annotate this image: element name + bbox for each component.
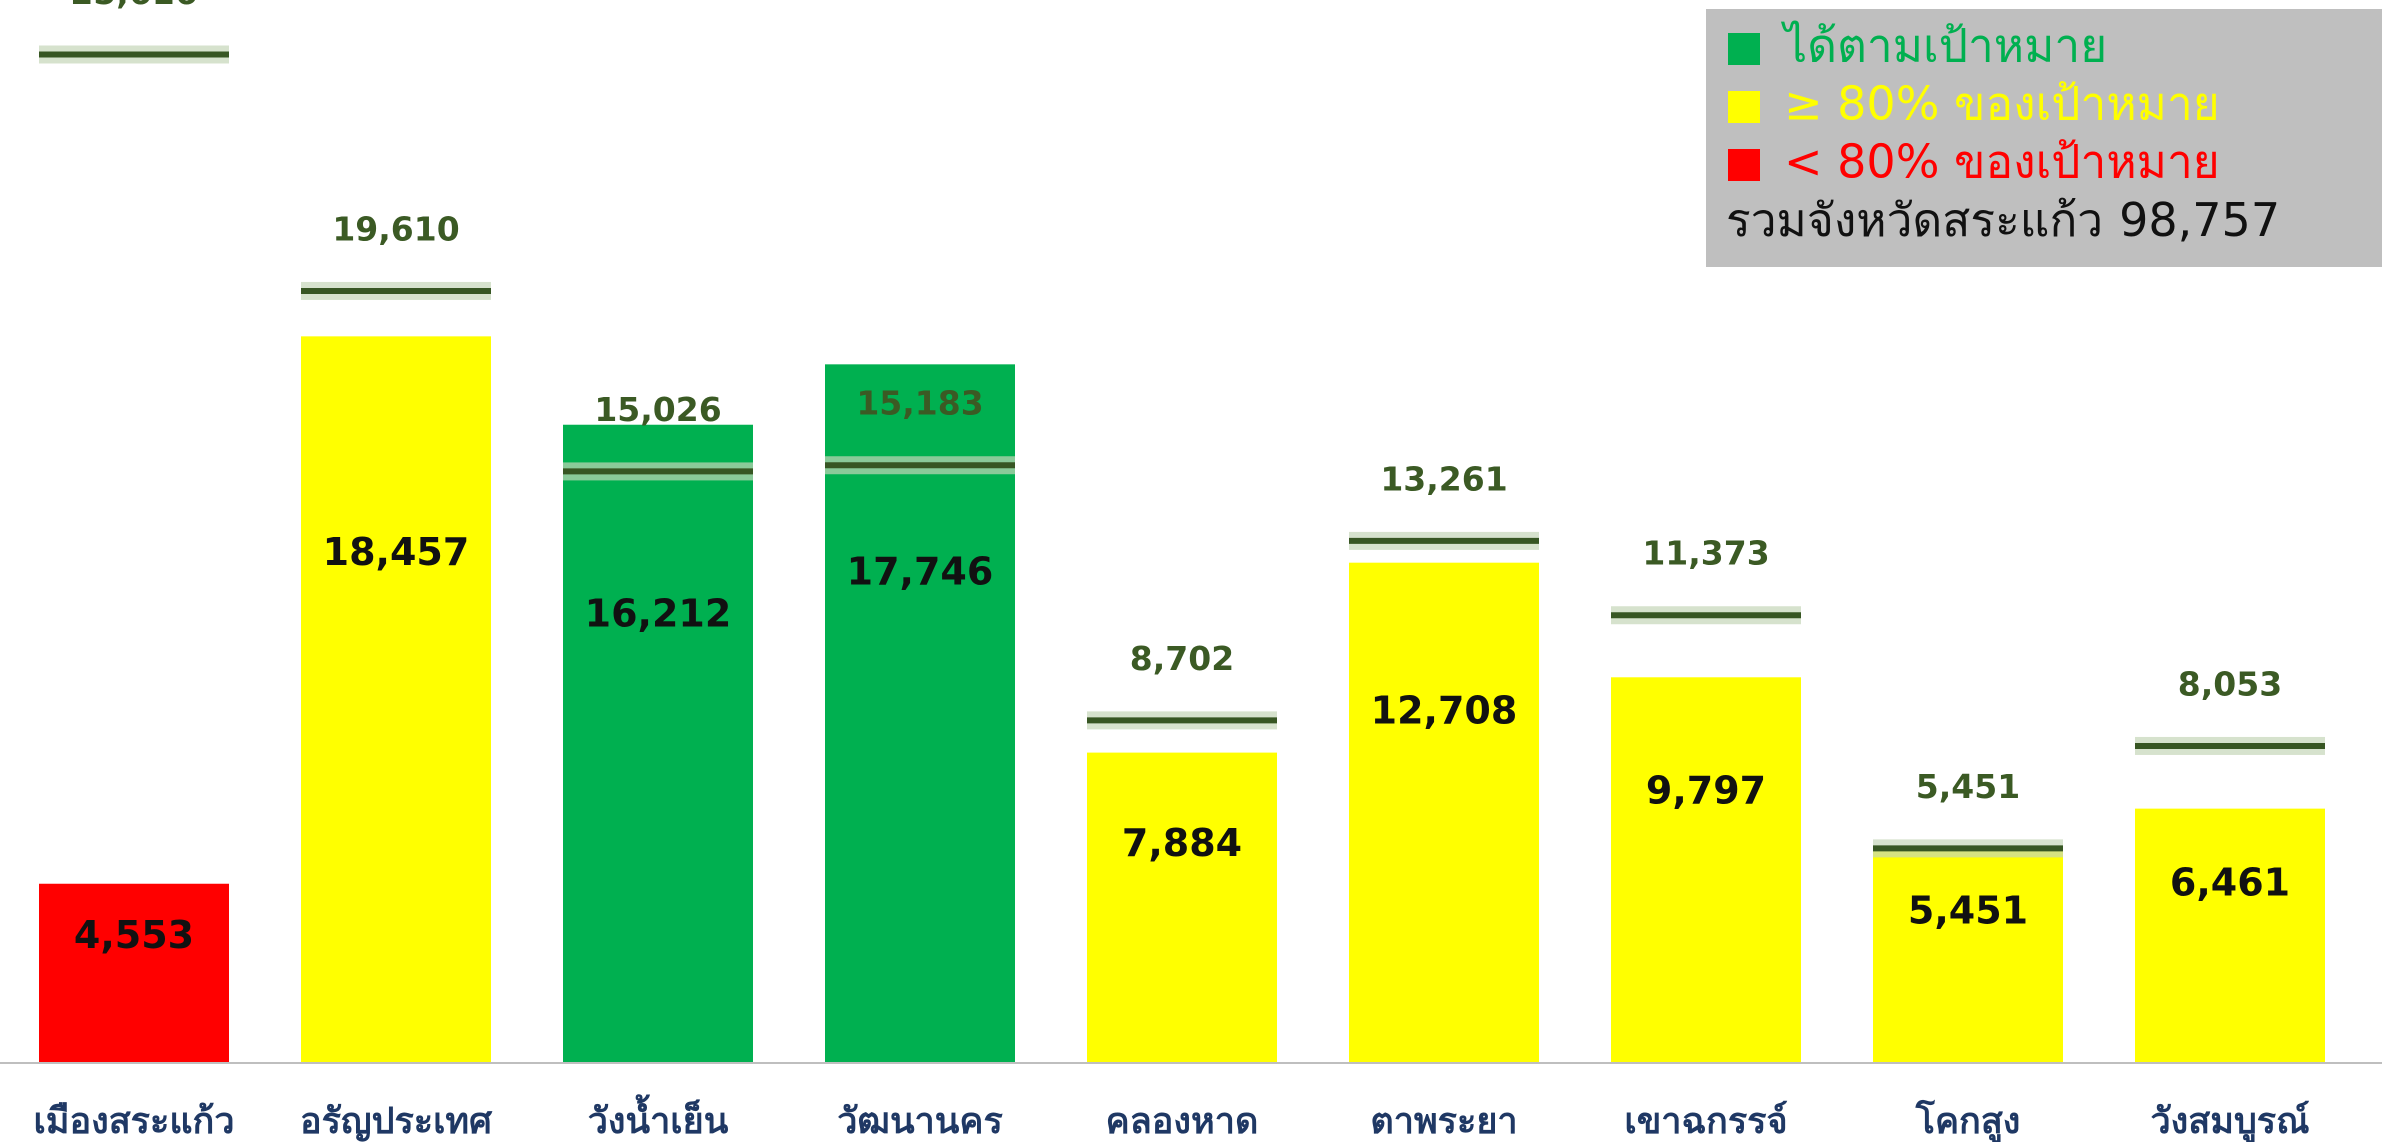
- category-label: เขาฉกรรจ์: [1624, 1100, 1787, 1142]
- category-label: อรัญประเทศ: [300, 1101, 493, 1142]
- legend-total-value: 98,757: [2119, 193, 2280, 247]
- legend-box: [1706, 9, 2382, 267]
- bar: [301, 336, 491, 1063]
- target-label: 5,451: [1916, 767, 2020, 806]
- bar: [2135, 808, 2325, 1063]
- value-label: 16,212: [585, 592, 732, 636]
- value-label: 6,461: [2170, 860, 2290, 904]
- category-label: วัฒนานคร: [837, 1101, 1003, 1142]
- legend-swatch: [1728, 91, 1760, 123]
- category-label: โคกสูง: [1915, 1099, 2021, 1142]
- bar: [39, 883, 229, 1063]
- legend-label: ≥ 80% ของเป้าหมาย: [1784, 77, 2220, 131]
- target-label: 15,026: [594, 390, 721, 429]
- target-label: 11,373: [1642, 534, 1769, 573]
- value-label: 17,746: [847, 549, 994, 593]
- value-label: 18,457: [323, 530, 470, 574]
- target-label: 15,183: [856, 384, 983, 423]
- category-label: คลองหาด: [1106, 1101, 1259, 1142]
- category-label: วังน้ำเย็น: [588, 1094, 729, 1142]
- bar: [1087, 752, 1277, 1063]
- legend-label: < 80% ของเป้าหมาย: [1784, 135, 2220, 189]
- value-label: 9,797: [1646, 769, 1766, 813]
- value-label: 4,553: [74, 913, 194, 957]
- target-label: 25,616: [70, 0, 197, 12]
- legend: ได้ตามเป้าหมาย≥ 80% ของเป้าหมาย< 80% ของ…: [1706, 9, 2382, 267]
- legend-label: ได้ตามเป้าหมาย: [1780, 19, 2107, 73]
- target-label: 8,702: [1130, 639, 1234, 678]
- legend-total-text: รวมจังหวัดสระแก้ว: [1726, 193, 2103, 247]
- legend-total: รวมจังหวัดสระแก้ว 98,757: [1726, 193, 2280, 247]
- category-label: วังสมบูรณ์: [2150, 1100, 2309, 1142]
- target-label: 8,053: [2178, 664, 2282, 703]
- legend-swatch: [1728, 149, 1760, 181]
- legend-swatch: [1728, 33, 1760, 65]
- target-label: 13,261: [1380, 459, 1507, 498]
- value-label: 12,708: [1371, 688, 1518, 732]
- category-label: ตาพระยา: [1370, 1101, 1517, 1142]
- bar: [1349, 562, 1539, 1063]
- bar: [1611, 677, 1801, 1063]
- category-label: เมืองสระแก้ว: [33, 1101, 234, 1142]
- bar: [1873, 848, 2063, 1063]
- value-label: 5,451: [1908, 888, 2028, 932]
- bar: [563, 424, 753, 1064]
- value-label: 7,884: [1122, 821, 1242, 865]
- target-label: 19,610: [332, 209, 459, 248]
- bar: [825, 364, 1015, 1064]
